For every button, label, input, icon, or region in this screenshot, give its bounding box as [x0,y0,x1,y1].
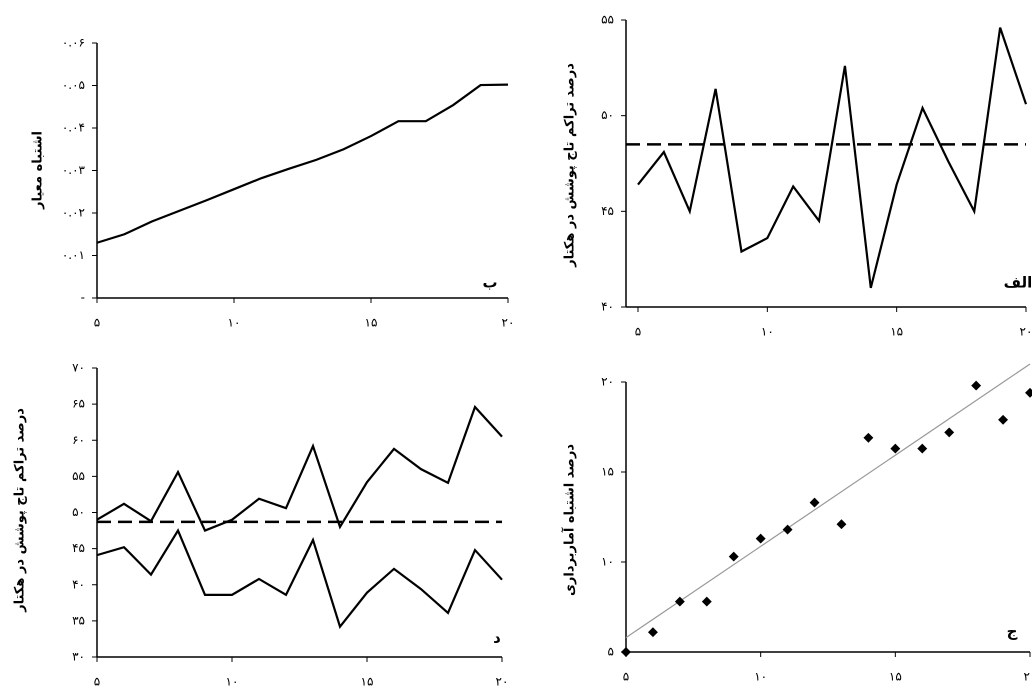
x-tick-label: ۱۰ [226,675,239,689]
scatter-point [621,647,631,657]
y-tick-label: ۲۰ [601,375,614,389]
y-tick-label: ۵۵ [72,469,85,483]
y-tick-label: ۰.۰۵ [62,78,85,92]
scatter-point [998,414,1009,425]
scatter-point [944,427,955,438]
x-tick-label: ۲۰ [1020,325,1032,339]
x-tick-label: ۱۵ [361,675,374,689]
y-axis-title: درصد اشتباه آماربرداری [561,444,578,596]
y-tick-label: ۴۵ [601,204,614,218]
panel-label: ج [1007,623,1018,641]
y-tick-label: ۷۰ [72,361,85,375]
x-tick-label: ۱۰ [761,325,774,339]
panel-label: ب [482,274,497,292]
panel-label: الف [1004,274,1032,292]
x-tick-label: ۵ [623,670,629,684]
x-tick-label: ۱۰ [228,316,241,330]
y-tick-label: ۰.۰۶ [62,36,85,50]
y-tick-label: ۴۰ [72,577,85,591]
y-tick-label: ۵۰ [601,108,614,122]
y-tick-label: - [81,291,85,305]
scatter-point [890,443,901,454]
scatter-point [917,443,928,454]
scatter-point [701,596,712,607]
y-tick-label: ۳۵ [72,613,85,627]
series-line [96,83,509,244]
y-tick-label: ۴۵ [72,541,85,555]
x-tick-label: ۵ [94,316,100,330]
scatter-point [863,432,874,443]
scatter-point [836,519,847,530]
trend-line [625,363,1031,639]
y-tick-label: ۳۰ [72,650,85,664]
y-tick-label: ۰.۰۲ [62,206,85,220]
y-tick-label: ۰.۰۱ [62,248,85,262]
scatter-point [674,596,685,607]
y-tick-label: ۵۵ [601,13,614,27]
scatter-point [728,551,739,562]
scatter-point [1025,387,1032,398]
y-tick-label: ۰.۰۳ [62,163,86,177]
y-axis-title: درصد تراکم تاج پوشش در هکتار [563,63,578,268]
x-tick-label: ۱۵ [890,325,903,339]
y-tick-label: ۶۵ [72,397,85,411]
y-tick-label: ۵ [608,645,614,659]
scatter-point [647,627,658,638]
scatter-point [782,524,793,535]
y-axis-title: درصد تراکم تاج پوشش در هکتار [13,408,28,613]
series-line [96,528,503,629]
x-tick-label: ۱۵ [365,316,378,330]
series-line [637,27,1028,289]
x-tick-label: ۲۰ [1024,670,1032,684]
x-tick-label: ۱۰ [754,670,767,684]
scatter-point [971,380,982,391]
series-line [96,404,503,532]
x-tick-label: ۵ [94,675,100,689]
y-tick-label: ۱۰ [601,555,614,569]
y-tick-label: ۰.۰۴ [62,121,85,135]
x-tick-label: ۲۰ [496,675,509,689]
y-axis-title: اشتباه معیار [31,131,46,210]
y-tick-label: ۵۰ [72,505,85,519]
x-tick-label: ۱۵ [889,670,902,684]
panel-label: د [493,629,501,647]
scatter-point [755,533,766,544]
y-tick-label: ۶۰ [72,433,85,447]
y-tick-label: ۴۰ [601,300,614,314]
scatter-point [809,497,820,508]
y-tick-label: ۱۵ [601,465,614,479]
x-tick-label: ۵ [635,325,641,339]
x-tick-label: ۲۰ [502,316,515,330]
